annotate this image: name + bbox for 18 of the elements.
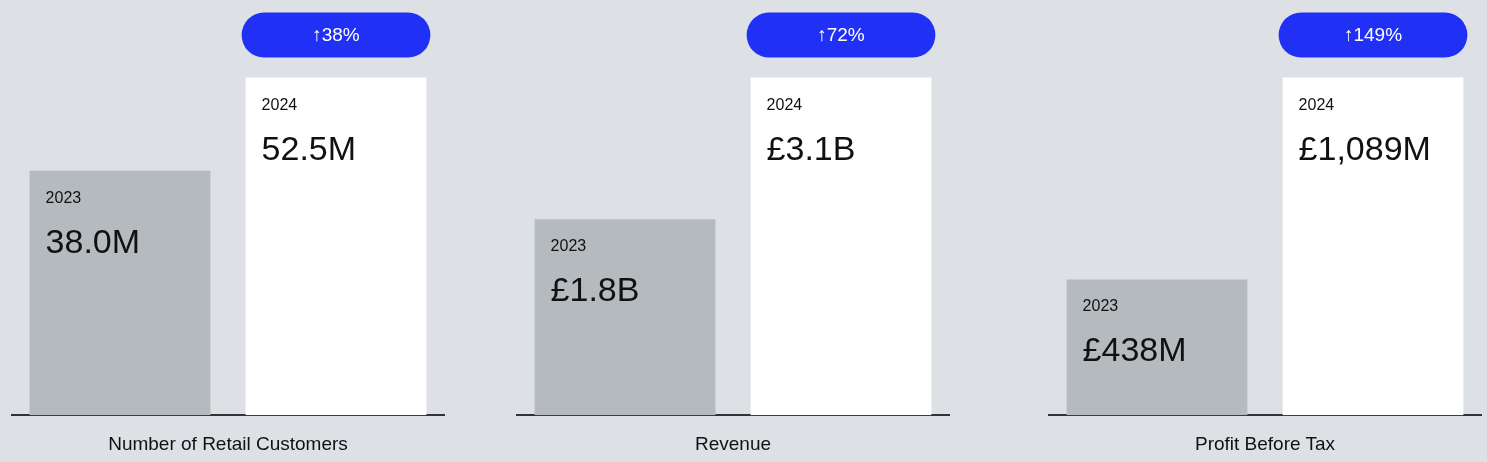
data-label: 38.0M — [45, 221, 141, 260]
text: ↑72% — [817, 24, 865, 46]
x-tick-label: 2023 — [550, 237, 587, 255]
data-label: 52.5M — [261, 128, 357, 167]
x-axis-title: Number of Retail Customers — [108, 432, 348, 454]
x-tick-label: 2024 — [766, 95, 803, 113]
data-label: £3.1B — [766, 128, 856, 167]
data-label: £1,089M — [1298, 128, 1431, 167]
data-label: £438M — [1082, 330, 1187, 369]
text: ↑149% — [1343, 24, 1403, 46]
x-tick-label: 2024 — [1298, 95, 1335, 113]
x-tick-label: 2023 — [1082, 297, 1119, 315]
x-tick-label: 2024 — [261, 95, 298, 113]
x-axis-title: Profit Before Tax — [1194, 432, 1336, 454]
data-label: £1.8B — [550, 270, 640, 309]
text: ↑38% — [312, 24, 360, 46]
x-tick-label: 2023 — [45, 188, 82, 206]
x-axis-title: Revenue — [694, 432, 772, 454]
